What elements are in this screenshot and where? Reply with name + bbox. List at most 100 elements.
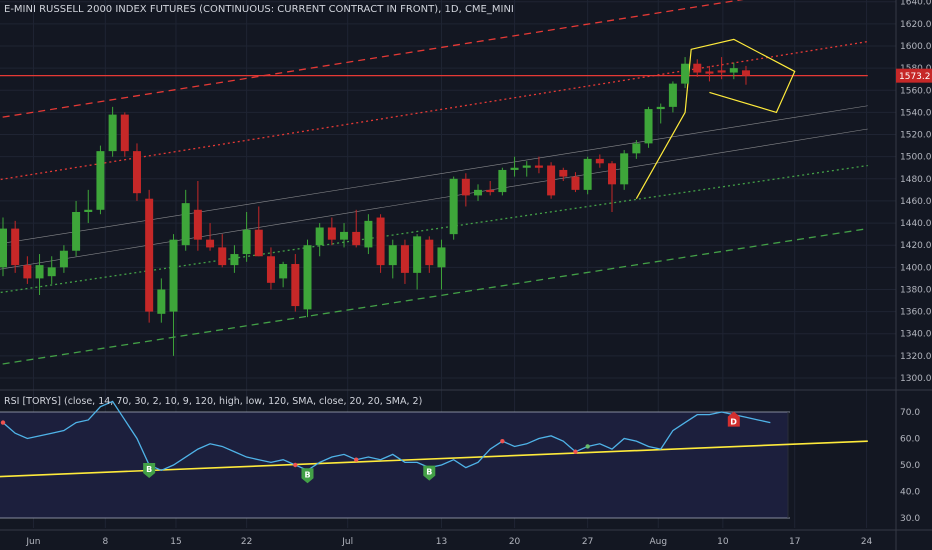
candle [352,209,361,248]
candle-body [193,209,202,240]
candle-body [486,189,495,193]
candle-body [279,264,288,279]
rsi-bear-marker: D [727,411,740,427]
candle [59,245,68,273]
candle [534,156,543,174]
candle [474,184,483,201]
price-tick-label: 1520.0 [900,131,932,141]
candle-body [681,63,690,84]
time-axis: Jun 8 15 22 Jul 13 20 27 Aug 10 17 24 [25,537,872,547]
candle-body [522,165,531,168]
rsi-pane: 30.0 40.0 50.0 60.0 70.0 B B B D [0,400,920,524]
candle [717,57,726,80]
chart-title: E-MINI RUSSELL 2000 INDEX FUTURES (CONTI… [4,4,514,15]
rsi-divergence-dot [293,462,298,468]
candle [11,220,20,273]
candle [693,59,702,77]
price-tick-label: 1480.0 [900,175,932,185]
time-tick-label: 22 [241,537,252,547]
candle-body [181,203,190,246]
time-tick-label: 8 [102,537,108,547]
rsi-tick-label: 50.0 [900,461,920,471]
price-tick-label: 1320.0 [900,352,932,362]
price-axis: 1300.0 1320.0 1340.0 1360.0 1380.0 1400.0 1420… [900,0,932,384]
candle [132,143,141,201]
candle [181,189,190,251]
candle-body [35,265,44,279]
time-tick-label: 20 [509,537,521,547]
candle-body [571,176,580,190]
candle-body [461,178,470,196]
rsi-divergence-dot [500,438,505,444]
candle-body [498,169,507,193]
time-tick-label: 24 [861,537,873,547]
candle [400,239,409,284]
price-tick-label: 1560.0 [900,86,932,96]
candle [741,65,750,85]
candle [145,189,154,323]
candle-body [120,114,129,152]
candle-body [340,231,349,240]
rsi-tick-label: 70.0 [900,408,920,418]
last-price-box [896,68,932,83]
bull-marker-label: B [426,468,432,477]
candle-body [108,114,117,152]
price-tick-label: 1540.0 [900,108,932,118]
price-tick-label: 1380.0 [900,285,932,295]
candle-body [595,158,604,164]
candle [486,181,495,196]
rsi-trendline [0,440,868,478]
last-price-label: 1573.2 [896,68,932,83]
candle-body [169,239,178,312]
time-tick-label: 15 [170,537,181,547]
rsi-title: RSI [TORYS] (close, 14, 70, 30, 2, 10, 9… [4,396,423,407]
candle [644,106,653,148]
candle [327,217,336,246]
time-tick-label: 17 [789,537,800,547]
candle-body [547,165,556,196]
candle-body [0,228,7,268]
candle [364,214,373,255]
candle [120,112,129,157]
price-tick-label: 1360.0 [900,308,932,318]
price-tick-label: 1500.0 [900,153,932,163]
candle [595,154,604,168]
candle-body [437,247,446,268]
candle [376,214,385,273]
rsi-divergence-dot [573,449,578,454]
candle-body [47,267,56,277]
rsi-divergence-dot [354,457,359,462]
channel-line-1 [0,40,868,181]
candle [388,239,397,279]
candle-body [388,245,397,266]
bear-marker-label: D [730,418,737,427]
time-tick-label: Jul [341,537,353,547]
candle-body [23,265,32,279]
rsi-line [2,400,771,472]
candle [498,167,507,196]
price-tick-label: 1600.0 [900,42,932,52]
time-tick-label: Jun [25,537,40,547]
candle-body [668,83,677,107]
candle-body [266,256,275,283]
price-tick-label: 1400.0 [900,263,932,273]
price-tick-label: 1340.0 [900,330,932,340]
candle [705,65,714,82]
candle-body [656,106,665,110]
candle-body [559,169,568,177]
price-tick-label: 1640.0 [900,0,932,8]
candle [230,245,239,273]
rsi-tick-label: 60.0 [900,435,920,445]
rsi-bull-marker: B [143,463,156,478]
rsi-divergence-dot [0,420,6,425]
candle-body [376,217,385,266]
candle-body [510,167,519,170]
candle [729,62,738,80]
candle-body [242,229,251,255]
candle [620,150,629,190]
last-price-text: 1573.2 [899,72,931,82]
candle [96,145,105,215]
rsi-divergence-dot [585,444,590,449]
channel-line-3 [0,128,868,270]
